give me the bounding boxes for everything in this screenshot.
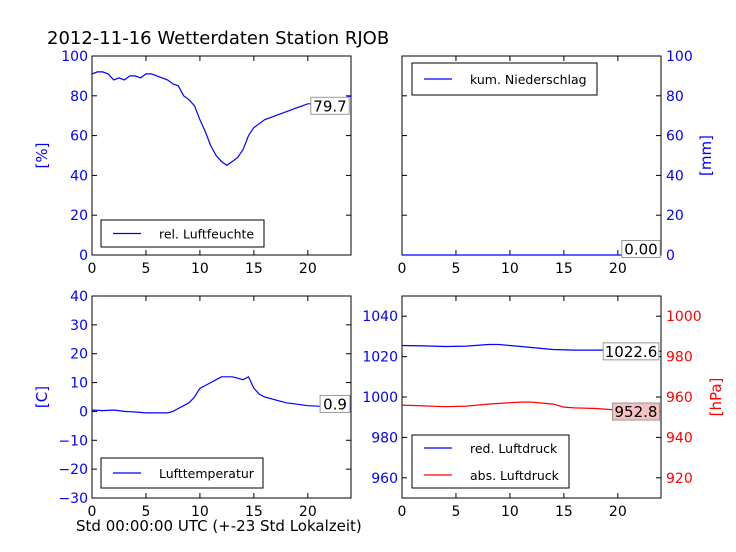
last-value-label: 952.8 xyxy=(615,403,658,421)
y-tick-label: 60 xyxy=(70,129,88,145)
y-axis-label: [mm] xyxy=(697,135,715,176)
x-tick-label: 20 xyxy=(609,261,627,277)
y-tick-label: 0 xyxy=(79,248,88,264)
legend-label: red. Luftdruck xyxy=(470,441,558,456)
y-tick-label: 960 xyxy=(371,471,398,487)
x-tick-label: 5 xyxy=(141,261,150,277)
y-tick-label-right: 60 xyxy=(666,129,684,145)
last-value-box xyxy=(621,240,661,258)
last-value-box xyxy=(319,394,351,413)
y-tick-label-right: 1000 xyxy=(666,309,702,325)
y-tick-label-right: 920 xyxy=(666,471,693,487)
last-value-label: 0.00 xyxy=(624,241,657,259)
x-tick-label: 15 xyxy=(245,261,263,277)
panel-pressure: 0 5 10 15 20 960 980 1000 1020 1040 920 940 960 980 10… xyxy=(362,295,725,520)
x-tick-label: 15 xyxy=(245,504,263,520)
y-tick-label: 1020 xyxy=(362,350,398,366)
y-tick-label-right: 980 xyxy=(666,350,693,366)
x-tick-label: 15 xyxy=(555,504,573,520)
y-tick-label: −30 xyxy=(58,491,88,507)
x-tick-label: 0 xyxy=(88,261,97,277)
y-tick-label: 0 xyxy=(79,404,88,420)
x-tick-label: 10 xyxy=(191,504,209,520)
y-tick-label: 40 xyxy=(70,289,88,305)
y-tick-label: 80 xyxy=(70,89,88,105)
y-axis-label: [%] xyxy=(33,143,51,169)
y-tick-label: 1000 xyxy=(362,390,398,406)
legend: rel. Luftfeuchte xyxy=(100,219,265,248)
y-tick-label-right: 940 xyxy=(666,430,693,446)
y-tick-label: 30 xyxy=(70,318,88,334)
x-tick-label: 10 xyxy=(501,504,519,520)
x-axis-label: Std 00:00:00 UTC (+-23 Std Lokalzeit) xyxy=(76,517,362,535)
legend-label: Lufttemperatur xyxy=(159,466,255,481)
legend: kum. Niederschlag xyxy=(411,62,598,96)
y-axis-label: [C] xyxy=(33,386,51,408)
y-tick-label-right: 20 xyxy=(666,208,684,224)
plot-frame xyxy=(91,55,352,256)
legend-frame xyxy=(411,434,570,489)
x-tick-label: 20 xyxy=(609,504,627,520)
y-tick-label: 20 xyxy=(70,208,88,224)
legend-label: abs. Luftdruck xyxy=(470,468,560,483)
last-value-label: 79.7 xyxy=(313,97,346,115)
series-line xyxy=(402,401,661,413)
x-tick-label: 5 xyxy=(451,504,460,520)
y-tick-label-right: 100 xyxy=(666,49,693,65)
legend-label: kum. Niederschlag xyxy=(470,72,587,87)
y-tick-label: 10 xyxy=(70,376,88,392)
y-tick-label: 100 xyxy=(61,49,88,65)
y-tick-label-right: 0 xyxy=(666,248,675,264)
last-value-label: 1022.6 xyxy=(605,343,658,361)
y-tick-label: 40 xyxy=(70,168,88,184)
legend: Lufttemperatur xyxy=(100,457,264,489)
x-tick-label: 5 xyxy=(141,504,150,520)
y-tick-label-right: 80 xyxy=(666,89,684,105)
y-tick-label: 980 xyxy=(371,430,398,446)
x-tick-label: 0 xyxy=(398,504,407,520)
last-value-box xyxy=(602,342,660,361)
x-tick-label: 0 xyxy=(88,504,97,520)
y-tick-label-right: 960 xyxy=(666,390,693,406)
x-tick-label: 20 xyxy=(299,261,317,277)
x-tick-label: 20 xyxy=(299,504,317,520)
panel-temperature: 0 5 10 15 20 −30 −20 −10 0 10 20 30 40 [C] 0.9 Lufttemp… xyxy=(33,289,352,520)
y-tick-label: −10 xyxy=(58,433,88,449)
last-value-box xyxy=(310,96,350,115)
series-line xyxy=(92,375,351,414)
legend: red. Luftdruck abs. Luftdruck xyxy=(411,434,570,489)
x-tick-label: 10 xyxy=(501,261,519,277)
y-tick-label: 20 xyxy=(70,347,88,363)
y-tick-label: −20 xyxy=(58,462,88,478)
last-value-label: 0.9 xyxy=(323,395,347,413)
panel-precipitation: 0 5 10 15 20 0 20 40 60 80 100 [mm] 0.00 kum. Nieders… xyxy=(398,49,715,277)
y-tick-label-right: 40 xyxy=(666,168,684,184)
plot-frame xyxy=(91,295,352,499)
panel-humidity: 0 5 10 15 20 0 20 40 60 80 100 [%] 79.7 rel. Luftfeuc… xyxy=(33,49,352,277)
y-axis-label-right: [hPa] xyxy=(707,378,725,417)
legend-label: rel. Luftfeuchte xyxy=(159,227,254,242)
figure-title: 2012-11-16 Wetterdaten Station RJOB xyxy=(47,28,389,49)
x-tick-label: 15 xyxy=(555,261,573,277)
y-tick-label: 1040 xyxy=(362,309,398,325)
x-tick-label: 5 xyxy=(451,261,460,277)
x-tick-label: 0 xyxy=(398,261,407,277)
x-tick-label: 10 xyxy=(191,261,209,277)
series-line xyxy=(92,71,351,167)
last-value-box xyxy=(612,402,660,421)
